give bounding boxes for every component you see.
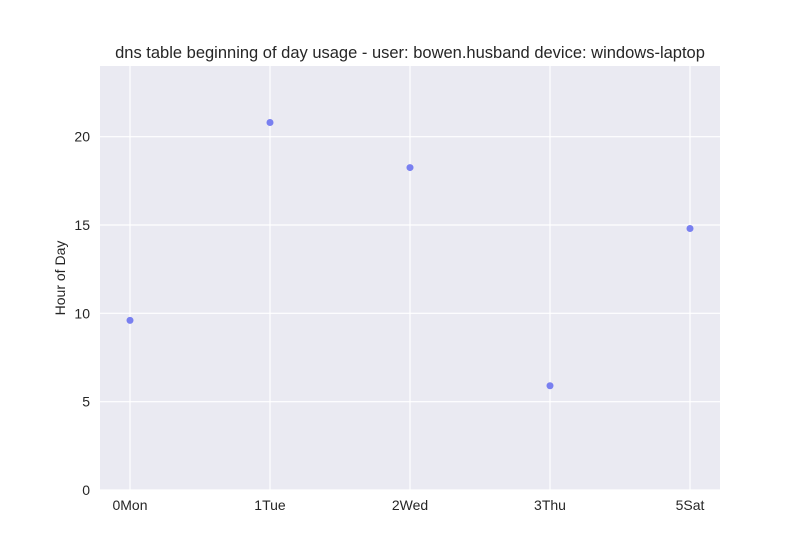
x-tick-label: 0Mon [112,497,147,513]
data-point [546,382,554,390]
y-tick-label: 20 [74,129,90,145]
y-axis-tick-labels: 0 5 10 15 20 [74,129,90,498]
chart-title: dns table beginning of day usage - user:… [115,44,705,62]
y-tick-label: 10 [74,305,90,321]
y-axis-label: Hour of Day [52,241,68,316]
data-points [126,119,694,390]
x-tick-label: 1Tue [254,497,286,513]
data-point [686,225,694,233]
data-point [126,316,134,324]
y-tick-label: 5 [82,394,90,410]
x-tick-label: 3Thu [534,497,566,513]
grid-lines [100,66,720,491]
data-point [406,164,414,172]
y-tick-label: 15 [74,217,90,233]
x-tick-label: 2Wed [392,497,428,513]
x-axis-tick-labels: 0Mon 1Tue 2Wed 3Thu 5Sat [112,497,704,513]
y-tick-label: 0 [82,482,90,498]
data-point [266,119,274,127]
x-tick-label: 5Sat [676,497,705,513]
